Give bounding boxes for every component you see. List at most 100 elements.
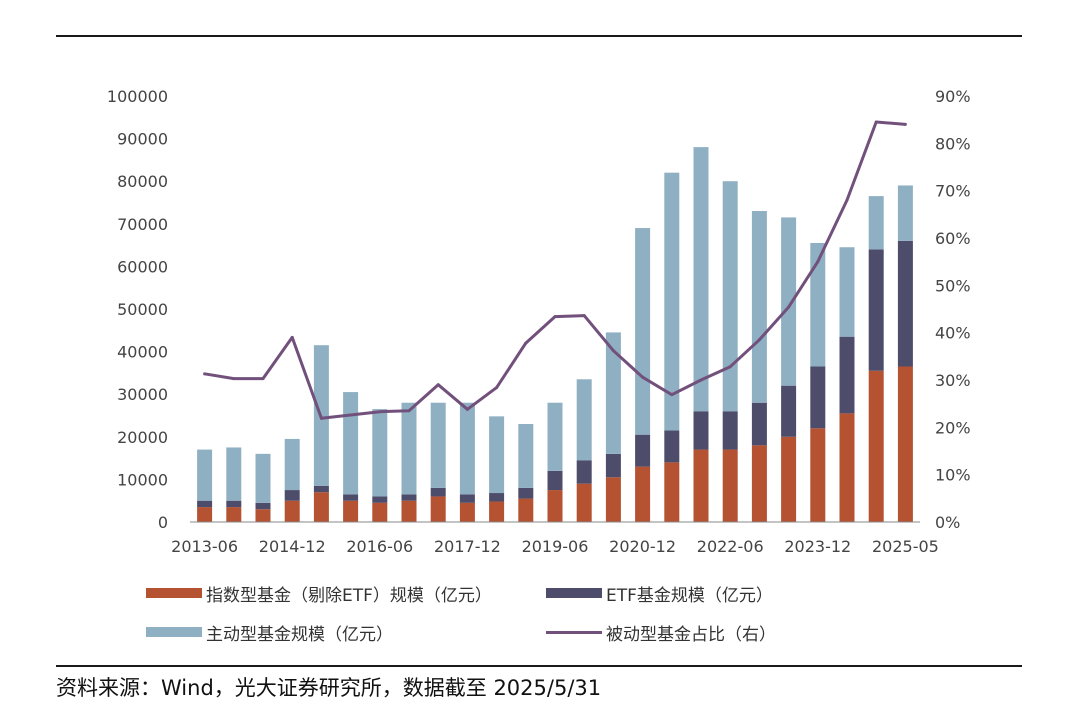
x-tick-label: 2013-06: [171, 537, 238, 556]
bar-etf: [489, 493, 505, 502]
bar-index: [635, 466, 651, 522]
top-rule: [56, 35, 1022, 37]
legend-item-active: 主动型基金规模（亿元）: [146, 620, 546, 645]
left-tick-label: 90000: [117, 130, 168, 149]
left-tick-label: 100000: [107, 87, 168, 106]
legend-swatch-passive-ratio: [546, 630, 602, 634]
bar-active: [518, 424, 534, 488]
bar-active: [343, 392, 359, 495]
right-tick-label: 40%: [935, 324, 971, 343]
legend-label-index: 指数型基金（剔除ETF）规模（亿元）: [206, 585, 492, 606]
bar-active: [693, 147, 709, 412]
legend-swatch-index: [146, 588, 202, 598]
legend-label-etf: ETF基金规模（亿元）: [606, 585, 773, 606]
passive-ratio-point: [582, 314, 586, 318]
passive-ratio-point: [816, 260, 820, 264]
passive-ratio-point: [611, 349, 615, 353]
bar-active: [255, 453, 271, 503]
passive-ratio-point: [670, 393, 674, 397]
bar-etf: [518, 487, 534, 499]
left-axis: 0 10000 20000 30000 40000 50000 60000 70000 8000…: [107, 87, 168, 532]
passive-ratio-point: [699, 378, 703, 382]
bar-active: [459, 402, 475, 495]
passive-ratio-point: [524, 341, 528, 345]
legend-item-passive-ratio: 被动型基金占比（右）: [546, 620, 846, 645]
passive-ratio-point: [232, 377, 236, 381]
left-tick-label: 40000: [117, 343, 168, 362]
bar-index: [284, 500, 300, 522]
x-tick-label: 2020-12: [609, 537, 676, 556]
left-tick-label: 80000: [117, 172, 168, 191]
passive-ratio-point: [349, 413, 353, 417]
bar-active: [839, 247, 855, 337]
left-tick-label: 10000: [117, 470, 168, 489]
bar-index: [313, 492, 329, 522]
bottom-rule: [56, 665, 1022, 667]
bar-etf: [284, 490, 300, 501]
left-tick-label: 60000: [117, 257, 168, 276]
bar-index: [226, 507, 242, 522]
bar-active: [781, 217, 797, 386]
right-tick-label: 20%: [935, 418, 971, 437]
legend-item-index: 指数型基金（剔除ETF）规模（亿元）: [146, 581, 546, 606]
bar-index: [897, 366, 913, 522]
bar-index: [372, 502, 388, 522]
bar-etf: [722, 411, 738, 450]
x-tick-label: 2025-05: [872, 537, 939, 556]
bar-etf: [664, 430, 680, 463]
bar-etf: [839, 336, 855, 414]
left-tick-label: 0: [158, 513, 168, 532]
legend-item-etf: ETF基金规模（亿元）: [546, 581, 846, 606]
passive-ratio-line: [204, 120, 906, 420]
bar-index: [576, 483, 592, 522]
bar-etf: [751, 402, 767, 446]
legend-label-active: 主动型基金规模（亿元）: [206, 624, 393, 645]
bar-etf: [576, 460, 592, 484]
bar-index: [605, 477, 621, 522]
bar-active: [547, 402, 563, 471]
bar-etf: [226, 500, 242, 508]
passive-ratio-point: [553, 315, 557, 319]
bar-index: [839, 413, 855, 522]
bar-index: [810, 428, 826, 522]
bar-active: [197, 449, 213, 501]
passive-ratio-point: [641, 375, 645, 379]
x-tick-label: 2017-12: [434, 537, 501, 556]
bar-etf: [635, 434, 651, 467]
bar-etf: [255, 502, 271, 510]
chart: 0 10000 20000 30000 40000 50000 60000 70000 8000…: [107, 87, 971, 556]
legend-label-passive-ratio: 被动型基金占比（右）: [606, 624, 776, 645]
bar-active: [751, 211, 767, 403]
left-tick-label: 20000: [117, 428, 168, 447]
bar-etf: [693, 411, 709, 450]
bar-active: [401, 402, 417, 495]
bar-etf: [547, 470, 563, 491]
passive-ratio-point: [495, 386, 499, 390]
legend-swatch-active: [146, 627, 202, 637]
bar-index: [751, 445, 767, 522]
bar-etf: [810, 366, 826, 429]
passive-ratio-point: [203, 372, 207, 376]
bar-active: [284, 438, 300, 491]
passive-ratio-point: [845, 198, 849, 202]
bar-active: [605, 332, 621, 454]
passive-ratio-point: [378, 410, 382, 414]
x-tick-label: 2022-06: [697, 537, 764, 556]
bar-active: [897, 185, 913, 241]
bar-active: [372, 409, 388, 497]
bar-active: [868, 196, 884, 250]
passive-ratio-point: [874, 120, 878, 124]
bar-index: [401, 500, 417, 522]
passive-ratio-point: [787, 305, 791, 309]
left-tick-label: 50000: [117, 300, 168, 319]
bar-etf: [197, 500, 213, 508]
x-tick-label: 2019-06: [522, 537, 589, 556]
bar-etf: [401, 494, 417, 501]
legend-swatch-etf: [546, 588, 602, 598]
right-tick-label: 30%: [935, 371, 971, 390]
left-tick-label: 70000: [117, 215, 168, 234]
bar-etf: [897, 240, 913, 367]
passive-ratio-point: [436, 383, 440, 387]
bar-index: [489, 501, 505, 522]
bar-etf: [868, 249, 884, 371]
